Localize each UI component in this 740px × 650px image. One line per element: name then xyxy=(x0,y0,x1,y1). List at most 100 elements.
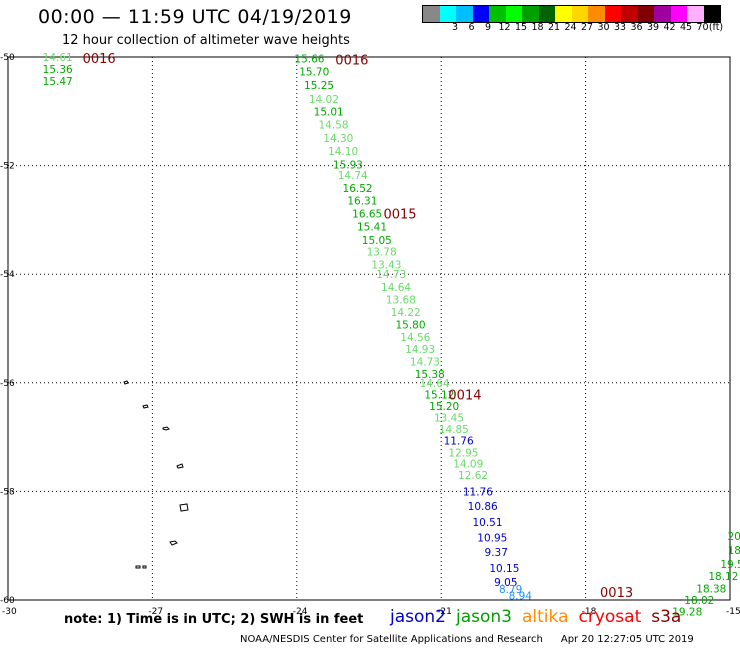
lat-tick-label: -52 xyxy=(0,162,15,172)
legend-swatch xyxy=(472,6,489,22)
island-outline xyxy=(135,565,141,569)
legend-swatch xyxy=(522,6,539,22)
wave-height-label: 15.38 xyxy=(415,369,445,381)
map-subtitle: 12 hour collection of altimeter wave hei… xyxy=(62,33,350,48)
wave-height-label: 16.52 xyxy=(343,183,373,195)
legend-labels: 3 6 9 12 15 18 21 24 27 30 33 36 39 42 45 70 (ft) xyxy=(422,22,740,36)
color-legend xyxy=(422,5,721,23)
wave-height-label: 15.25 xyxy=(304,80,334,92)
satellite-jason2: jason2 xyxy=(390,607,446,627)
legend-swatch xyxy=(439,6,456,22)
legend-swatch xyxy=(703,6,720,22)
axis-tick-labels: -30 -27 -24 -21 -18 -15 -50 -52 -54 -56 -58 -60 xyxy=(0,53,740,617)
legend-swatch xyxy=(687,6,704,22)
satellite-key: jason2 jason3 altika cryosat s3a xyxy=(390,607,691,627)
footer-note: note: 1) Time is in UTC; 2) SWH is in fe… xyxy=(64,612,364,627)
satellite-cryosat: cryosat xyxy=(578,607,642,627)
legend-tick-label: 36 xyxy=(630,22,643,33)
island-outline xyxy=(176,463,184,469)
wave-height-label: 14.73 xyxy=(410,357,440,369)
legend-swatch xyxy=(637,6,654,22)
wave-height-label: 14.10 xyxy=(328,146,358,158)
south-sandwich-islands xyxy=(123,380,189,569)
lat-tick-label: -60 xyxy=(0,596,15,606)
legend-swatch xyxy=(538,6,555,22)
wave-height-label: 18.02 xyxy=(684,595,714,607)
wave-height-label: 14.61 xyxy=(43,52,73,64)
wave-height-label: 14.64 xyxy=(381,282,411,294)
wave-height-label: 14.58 xyxy=(318,119,348,131)
wave-height-label: 9.37 xyxy=(485,547,508,559)
legend-tick-label: 6 xyxy=(468,22,475,33)
wave-height-label: 10.86 xyxy=(468,501,498,513)
legend-tick-label: 39 xyxy=(646,22,660,33)
wave-height-label: 15.05 xyxy=(362,235,392,247)
wave-height-label: 14.56 xyxy=(400,332,430,344)
pass-time-label: 0016 xyxy=(335,54,368,69)
wave-height-label: 15.66 xyxy=(294,54,324,66)
wave-height-label: 11.76 xyxy=(444,435,474,447)
wave-height-label: 14.74 xyxy=(338,170,368,182)
wave-height-label: 14.30 xyxy=(323,133,353,145)
pass-time-label: 0016 xyxy=(83,52,116,67)
legend-swatch xyxy=(423,6,440,22)
legend-swatch xyxy=(604,6,621,22)
pass-time-label: 0015 xyxy=(383,207,416,222)
wave-height-label: 20 xyxy=(728,531,740,543)
island-outline xyxy=(142,565,147,569)
wave-height-label: 15.70 xyxy=(299,67,329,79)
wave-height-label: 12.95 xyxy=(448,447,478,459)
lon-tick-label: -21 xyxy=(437,607,452,617)
wave-height-label: 10.51 xyxy=(472,517,502,529)
wave-height-label: 16.31 xyxy=(347,195,377,207)
wave-height-label: 13.43 xyxy=(371,259,401,271)
wave-height-label: 14.09 xyxy=(453,459,483,471)
pass-time-labels: 0016 0016 0015 0014 0013 xyxy=(83,52,634,601)
legend-tick-label: 12 xyxy=(498,22,511,33)
legend-swatch xyxy=(555,6,572,22)
legend-tick-label: 9 xyxy=(484,22,492,33)
legend-swatch xyxy=(456,6,473,22)
wave-height-label: 13.45 xyxy=(434,413,464,425)
wave-height-label: 14.64 xyxy=(420,378,450,390)
lon-tick-label: -30 xyxy=(2,607,17,617)
legend-tick-label: 24 xyxy=(564,22,577,33)
legend-swatch xyxy=(571,6,588,22)
wave-height-label: 15.93 xyxy=(333,160,363,172)
wave-height-label: 10.15 xyxy=(489,563,519,575)
wave-height-label: 15.41 xyxy=(357,221,387,233)
pass-time-label: 0013 xyxy=(600,586,633,601)
island-outline xyxy=(123,380,129,385)
satellite-s3a: s3a xyxy=(651,607,682,627)
legend-swatch xyxy=(654,6,671,22)
wave-height-label: 18.12 xyxy=(708,571,738,583)
lat-tick-label: -56 xyxy=(0,379,15,389)
wave-height-label: 14.93 xyxy=(405,344,435,356)
wave-height-label: 14.02 xyxy=(309,94,339,106)
legend-tick-label: 15 xyxy=(514,22,528,33)
legend-tick-label: 42 xyxy=(663,22,676,33)
wave-height-label: 18.38 xyxy=(696,584,726,596)
wave-height-label: 15.80 xyxy=(395,320,425,332)
wave-height-label: 15.36 xyxy=(43,64,73,76)
wave-height-label: 19.56 xyxy=(720,559,740,571)
wave-height-label: 14.73 xyxy=(376,269,406,281)
island-outline xyxy=(169,540,178,546)
wave-height-label: 19.28 xyxy=(672,606,702,618)
lon-tick-label: -27 xyxy=(148,607,163,617)
lon-tick-label: -24 xyxy=(293,607,308,617)
legend-unit: (ft) xyxy=(708,22,724,33)
island-outline xyxy=(142,404,149,409)
pass-time-label: 0014 xyxy=(448,389,481,404)
map-frame xyxy=(7,56,731,601)
legend-tick-label: 18 xyxy=(531,22,544,33)
credit-line: NOAA/NESDIS Center for Satellite Applica… xyxy=(240,634,694,645)
lat-tick-label: -58 xyxy=(0,487,15,497)
wave-height-label: 16.65 xyxy=(352,208,382,220)
wave-height-label: 15.01 xyxy=(314,106,344,118)
legend-tick-label: 33 xyxy=(613,22,627,33)
island-outline xyxy=(162,426,170,431)
